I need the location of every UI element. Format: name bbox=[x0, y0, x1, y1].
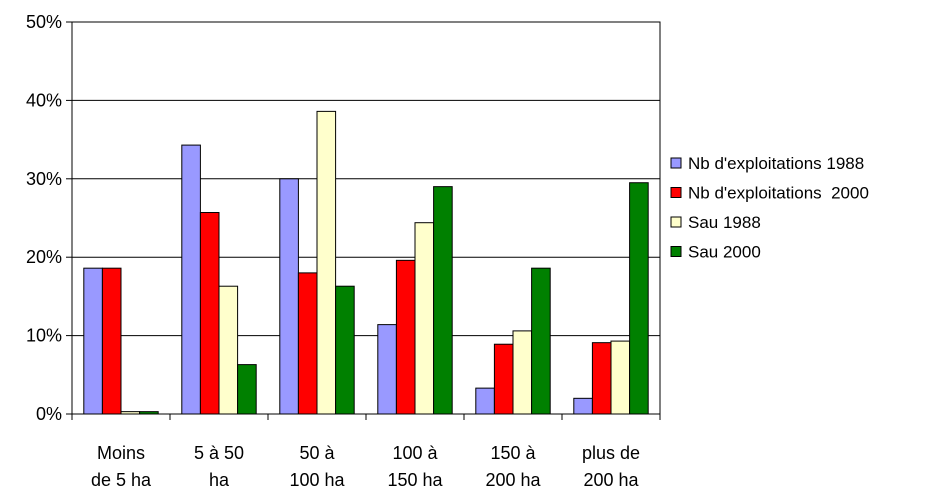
bar bbox=[531, 267, 551, 415]
gridlines bbox=[72, 21, 660, 337]
bar bbox=[433, 186, 453, 415]
bar bbox=[610, 340, 631, 415]
y-tick-label: 40% bbox=[26, 90, 62, 110]
bar bbox=[199, 212, 220, 415]
bar bbox=[181, 144, 201, 415]
bar bbox=[629, 182, 649, 415]
legend-label: Sau 1988 bbox=[688, 213, 761, 232]
x-tick-label: 50 à 100 ha bbox=[289, 443, 345, 490]
x-tick-label: 100 à 150 ha bbox=[387, 443, 443, 490]
x-tick-label: Moins de 5 ha bbox=[91, 443, 152, 490]
bar bbox=[377, 324, 397, 415]
x-tick-label: plus de 200 ha bbox=[582, 443, 640, 490]
bar bbox=[414, 222, 435, 415]
legend-swatch bbox=[670, 246, 682, 257]
legend-label: Sau 2000 bbox=[688, 243, 761, 262]
y-tick-labels: 0% 10% 20% 30% 40% 50% bbox=[26, 12, 62, 424]
legend-swatch bbox=[670, 157, 682, 169]
bar bbox=[218, 285, 239, 415]
bar bbox=[83, 267, 103, 415]
legend: Nb d'exploitations 1988 Nb d'exploitation… bbox=[670, 154, 869, 262]
y-tick-label: 30% bbox=[26, 169, 62, 189]
axes bbox=[66, 21, 661, 420]
legend-swatch bbox=[670, 187, 682, 198]
x-tick-labels: Moins de 5 ha 5 à 50 ha 50 à 100 ha 100 à 150 h… bbox=[91, 443, 640, 490]
bar bbox=[591, 342, 612, 415]
plot-frame bbox=[71, 21, 661, 415]
bar bbox=[475, 387, 495, 415]
x-tick-label: 5 à 50 ha bbox=[194, 443, 244, 490]
bar bbox=[316, 110, 337, 415]
bar bbox=[279, 178, 299, 415]
y-tick-label: 0% bbox=[36, 404, 62, 424]
y-tick-label: 20% bbox=[26, 247, 62, 267]
bar bbox=[237, 364, 257, 415]
bars bbox=[83, 110, 649, 415]
bar bbox=[512, 330, 533, 415]
legend-label: Nb d'exploitations 2000 bbox=[688, 184, 869, 203]
bar bbox=[297, 272, 318, 415]
legend-label: Nb d'exploitations 1988 bbox=[688, 154, 864, 173]
bar bbox=[493, 343, 514, 415]
bar bbox=[101, 267, 122, 415]
y-tick-label: 10% bbox=[26, 326, 62, 346]
bar bbox=[395, 259, 416, 415]
legend-swatch bbox=[670, 216, 682, 228]
bar bbox=[335, 285, 355, 415]
bar bbox=[573, 397, 593, 415]
x-tick-label: 150 à 200 ha bbox=[485, 443, 541, 490]
y-tick-label: 50% bbox=[26, 12, 62, 32]
